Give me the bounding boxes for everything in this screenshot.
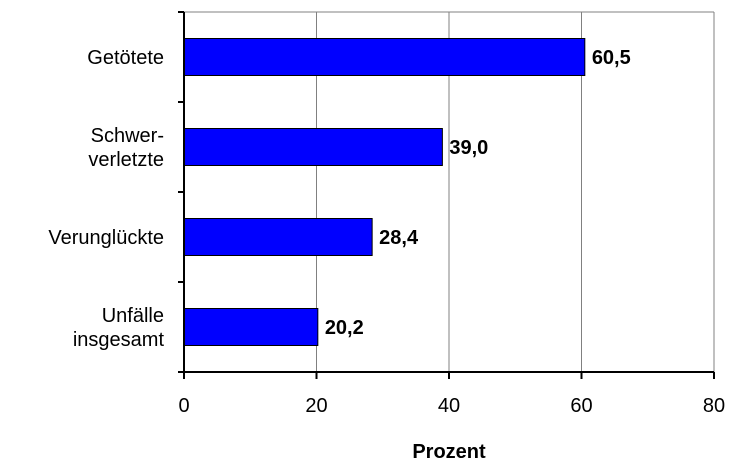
x-tick-label-40: 40 <box>438 395 460 417</box>
category-label-0: Getötete <box>87 47 164 69</box>
category-label-line: Verunglückte <box>48 227 164 249</box>
category-label-line: insgesamt <box>73 329 165 351</box>
x-tick-label-80: 80 <box>703 395 725 417</box>
value-label-0: 60,5 <box>592 47 631 69</box>
x-tick-label-20: 20 <box>305 395 327 417</box>
bar-2 <box>183 218 373 256</box>
category-label-line: Getötete <box>87 47 164 69</box>
category-label-2: Verunglückte <box>48 227 164 249</box>
category-label-3: Unfälle insgesamt <box>73 305 165 351</box>
bars <box>183 38 586 346</box>
bar-0 <box>183 38 586 76</box>
category-label-1: Schwer-verletzte <box>88 125 164 171</box>
value-label-2: 28,4 <box>379 227 419 249</box>
labels: 60,5 Getötete 39,0 Schwer-verletzte 28,4 Veru… <box>48 47 725 417</box>
bar-3 <box>183 308 319 346</box>
bar-1 <box>183 128 443 166</box>
x-tick-label-0: 0 <box>178 395 189 417</box>
category-label-line: Unfälle <box>102 305 164 327</box>
axes <box>178 11 715 379</box>
category-label-line: verletzte <box>88 149 164 171</box>
x-axis-title: Prozent <box>412 441 486 463</box>
x-tick-label-60: 60 <box>570 395 592 417</box>
value-label-3: 20,2 <box>325 317 364 339</box>
value-label-1: 39,0 <box>449 137 488 159</box>
category-label-line: Schwer- <box>91 125 164 147</box>
